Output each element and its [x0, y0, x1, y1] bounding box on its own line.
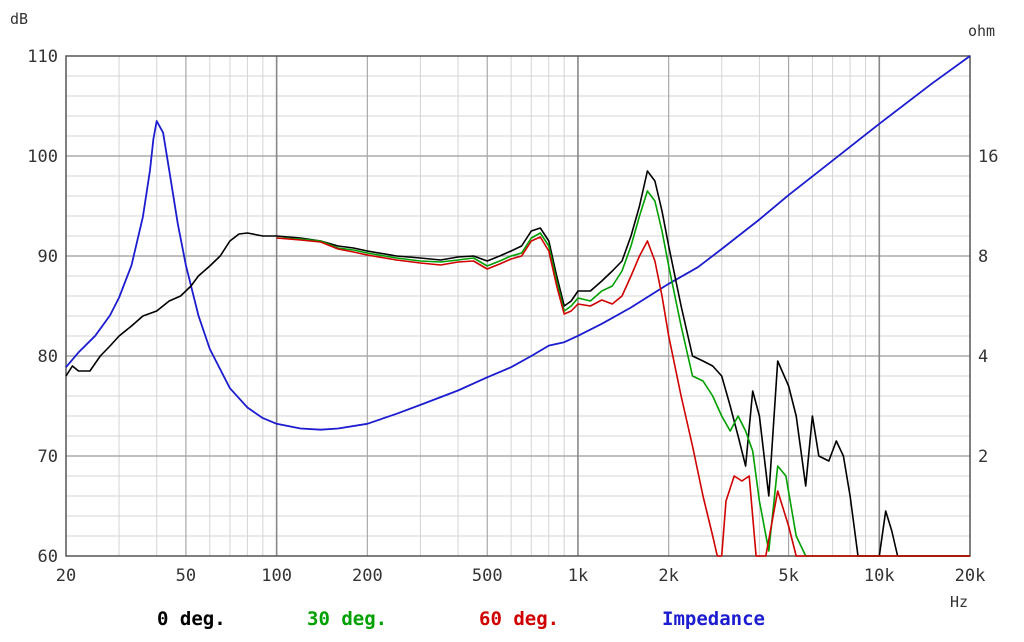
x-tick-label: 200 — [352, 566, 383, 586]
right-tick-label: 8 — [978, 247, 988, 267]
x-axis-unit: Hz — [950, 593, 968, 611]
series-line-0-deg — [65, 170, 970, 557]
x-tick-label: 1k — [568, 566, 588, 586]
legend-item-impedance: Impedance — [662, 608, 765, 630]
right-tick-label: 2 — [978, 447, 988, 467]
left-tick-label: 60 — [38, 547, 58, 567]
x-tick-label: 50 — [176, 566, 196, 586]
series-line-impedance — [65, 55, 971, 431]
series-line-30-deg — [276, 190, 970, 557]
x-tick-label: 10k — [864, 566, 895, 586]
series-lines — [65, 55, 971, 557]
x-tick-label: 20 — [56, 566, 76, 586]
x-tick-label: 500 — [472, 566, 503, 586]
right-axis-unit: ohm — [968, 22, 995, 40]
left-tick-label: 70 — [38, 447, 58, 467]
right-tick-label: 4 — [978, 347, 988, 367]
plot-frame — [65, 55, 971, 557]
minor-grid — [66, 56, 970, 556]
right-tick-labels: 16 8 4 2 — [978, 147, 998, 467]
legend-item-30-deg: 30 deg. — [307, 608, 388, 630]
left-tick-labels: 110 100 90 80 70 60 — [27, 47, 58, 567]
legend: 0 deg. 30 deg. 60 deg. Impedance — [0, 608, 1024, 634]
major-grid — [66, 56, 970, 556]
left-tick-label: 100 — [27, 147, 58, 167]
x-tick-labels: 20 50 100 200 500 1k 2k 5k 10k 20k — [56, 566, 986, 586]
series-line-60-deg — [276, 236, 970, 557]
left-tick-label: 110 — [27, 47, 58, 67]
legend-item-0-deg: 0 deg. — [157, 608, 226, 630]
left-tick-label: 90 — [38, 247, 58, 267]
right-tick-label: 16 — [978, 147, 998, 167]
legend-item-60-deg: 60 deg. — [479, 608, 560, 630]
x-tick-label: 100 — [261, 566, 292, 586]
x-tick-label: 5k — [778, 566, 798, 586]
x-tick-label: 20k — [955, 566, 986, 586]
left-axis-unit: dB — [10, 10, 28, 28]
x-tick-label: 2k — [658, 566, 678, 586]
left-tick-label: 80 — [38, 347, 58, 367]
